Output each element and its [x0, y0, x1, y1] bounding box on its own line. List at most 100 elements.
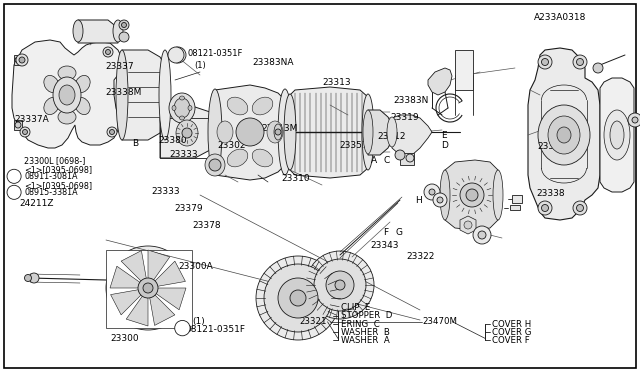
Circle shape [473, 226, 491, 244]
Polygon shape [14, 55, 22, 65]
Circle shape [326, 271, 354, 299]
Text: <1>[0395-0698]: <1>[0395-0698] [24, 165, 92, 174]
Polygon shape [122, 50, 165, 140]
Text: 23343: 23343 [370, 241, 399, 250]
Polygon shape [148, 250, 170, 280]
Ellipse shape [58, 110, 76, 124]
Text: G: G [396, 228, 403, 237]
Text: 08121-0351F: 08121-0351F [188, 48, 243, 58]
Text: 23333: 23333 [151, 187, 180, 196]
Polygon shape [126, 296, 148, 326]
Ellipse shape [227, 149, 248, 167]
Text: 08915-3381A: 08915-3381A [24, 188, 78, 197]
Polygon shape [156, 288, 186, 310]
Text: 23379: 23379 [174, 204, 203, 213]
Text: B: B [179, 324, 186, 333]
Ellipse shape [610, 121, 624, 149]
Circle shape [275, 129, 281, 135]
Polygon shape [528, 48, 600, 220]
Text: 23318: 23318 [538, 142, 566, 151]
Polygon shape [428, 68, 452, 95]
Circle shape [106, 49, 111, 55]
Circle shape [29, 273, 39, 283]
Polygon shape [460, 216, 476, 234]
Circle shape [106, 246, 190, 330]
Text: 23380: 23380 [158, 136, 187, 145]
Ellipse shape [278, 89, 292, 175]
Text: B: B [132, 139, 139, 148]
Ellipse shape [113, 20, 123, 42]
Text: 23302: 23302 [218, 141, 246, 150]
Text: 23300L [0698-]: 23300L [0698-] [24, 156, 86, 165]
Circle shape [103, 47, 113, 57]
Circle shape [20, 127, 30, 137]
Circle shape [168, 47, 184, 63]
Text: 23338: 23338 [536, 189, 565, 198]
Polygon shape [400, 153, 414, 165]
Polygon shape [160, 107, 215, 158]
Ellipse shape [116, 50, 128, 140]
Ellipse shape [179, 96, 184, 100]
Text: 23322: 23322 [406, 252, 435, 261]
Circle shape [119, 32, 129, 42]
Text: 23313: 23313 [322, 78, 351, 87]
Circle shape [424, 184, 440, 200]
Text: 23337A: 23337A [14, 115, 49, 124]
Polygon shape [368, 110, 392, 155]
Ellipse shape [227, 97, 248, 115]
Circle shape [314, 259, 366, 311]
Circle shape [24, 275, 31, 282]
Circle shape [628, 113, 640, 127]
Text: 08911-3081A: 08911-3081A [24, 172, 78, 181]
Circle shape [264, 264, 332, 332]
Circle shape [209, 159, 221, 171]
Text: C: C [384, 156, 390, 165]
Ellipse shape [44, 97, 59, 115]
Text: COVER H: COVER H [492, 320, 531, 328]
Polygon shape [110, 266, 140, 288]
Ellipse shape [440, 170, 450, 220]
Ellipse shape [73, 20, 83, 42]
Text: (1): (1) [194, 61, 205, 70]
Ellipse shape [53, 77, 81, 113]
Circle shape [109, 129, 115, 135]
Text: A233A0318: A233A0318 [534, 13, 587, 22]
Circle shape [107, 127, 117, 137]
Ellipse shape [557, 127, 571, 143]
Ellipse shape [75, 76, 90, 93]
Polygon shape [512, 195, 522, 203]
Ellipse shape [172, 106, 176, 110]
Polygon shape [600, 78, 634, 192]
Circle shape [632, 117, 638, 123]
Polygon shape [510, 205, 520, 210]
Bar [106, 250, 192, 328]
Circle shape [306, 251, 374, 319]
Text: D: D [442, 141, 449, 150]
Text: 23319: 23319 [390, 113, 419, 122]
Ellipse shape [176, 120, 198, 146]
Text: <1>[0395-0698]: <1>[0395-0698] [24, 181, 92, 190]
Bar [455, 50, 473, 90]
Ellipse shape [267, 121, 283, 143]
Circle shape [478, 231, 486, 239]
Text: 23300A: 23300A [178, 262, 212, 271]
Circle shape [19, 57, 25, 63]
Ellipse shape [284, 94, 296, 170]
Ellipse shape [59, 85, 75, 105]
Ellipse shape [538, 105, 590, 165]
Text: (1): (1) [192, 317, 205, 326]
Ellipse shape [75, 97, 90, 115]
Polygon shape [215, 85, 285, 180]
Circle shape [122, 22, 127, 28]
Circle shape [170, 47, 186, 63]
Circle shape [429, 189, 435, 195]
Circle shape [577, 58, 584, 65]
Circle shape [138, 278, 158, 298]
Circle shape [538, 55, 552, 69]
Polygon shape [290, 87, 368, 178]
Text: 23470M: 23470M [422, 317, 458, 326]
Ellipse shape [604, 110, 630, 160]
Circle shape [541, 58, 548, 65]
Polygon shape [155, 261, 186, 286]
Circle shape [7, 185, 21, 199]
